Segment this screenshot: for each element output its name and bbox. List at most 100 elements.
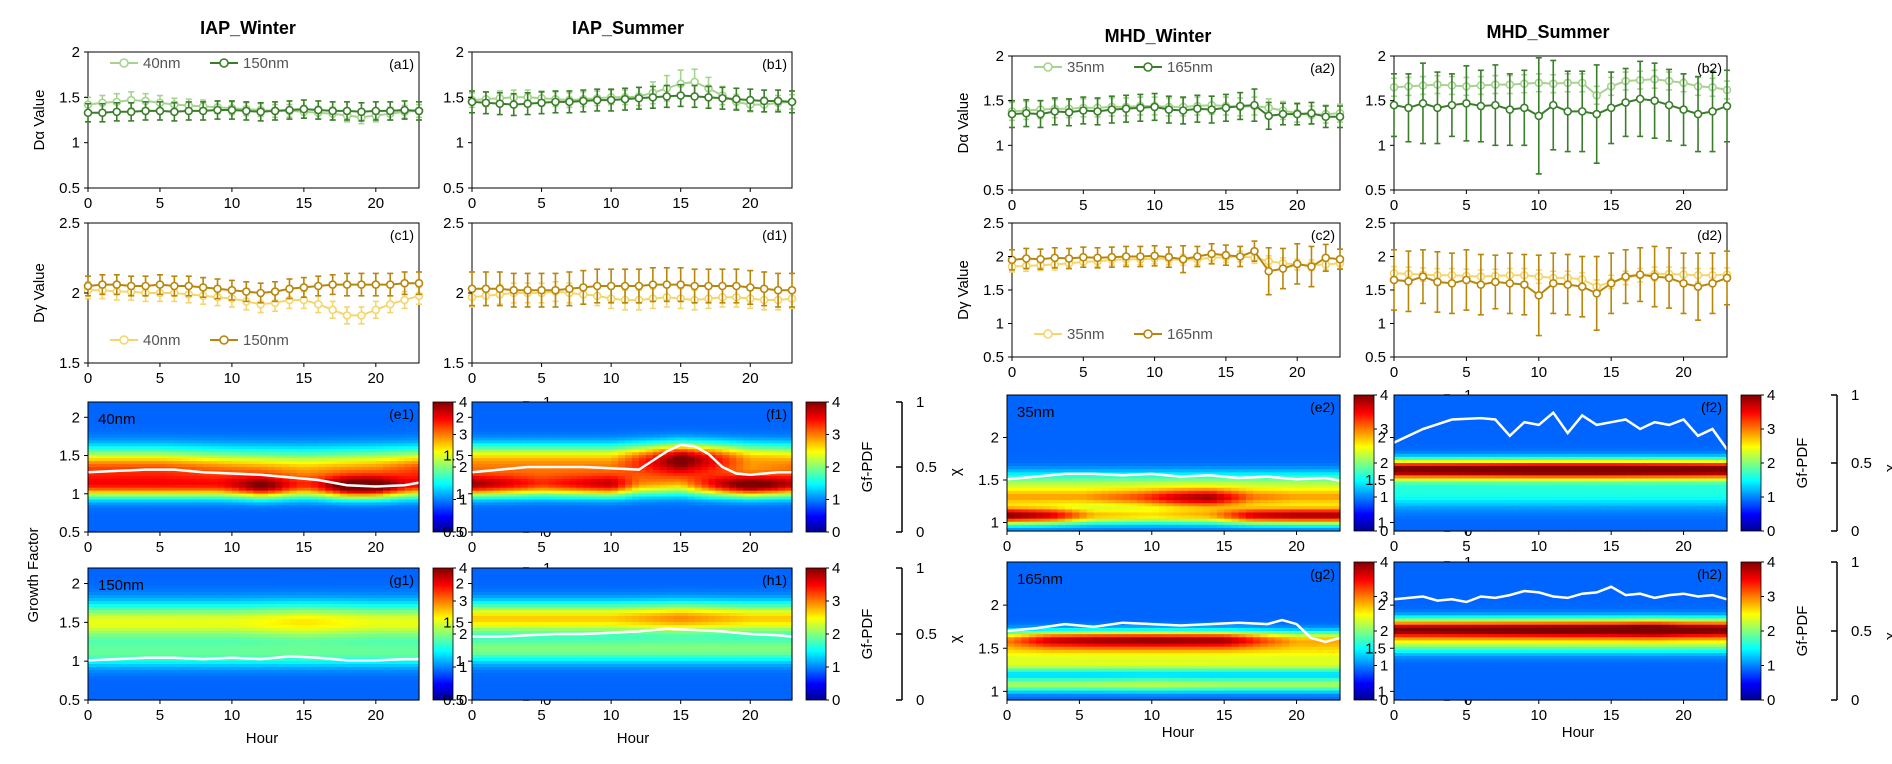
heatmap-cell <box>361 431 370 436</box>
heatmap-cell <box>354 452 363 456</box>
heatmap-cell <box>478 419 487 424</box>
heatmap-cell <box>390 502 399 506</box>
heatmap-cell <box>562 496 570 501</box>
heatmap-cell <box>102 452 111 456</box>
colorbar-tick-label: 0 <box>459 524 467 541</box>
heatmap-cell <box>485 496 494 501</box>
data-point <box>1050 253 1060 263</box>
heatmap-cell <box>534 502 543 506</box>
heatmap-cell <box>562 487 570 492</box>
heatmap-cell <box>246 464 255 468</box>
heatmap-cell <box>576 416 584 421</box>
heatmap-cell <box>576 475 584 480</box>
heatmap-cell <box>188 416 197 421</box>
heatmap-cell <box>562 440 570 444</box>
heatmap-cell <box>645 493 654 498</box>
heatmap-cell <box>397 446 406 450</box>
heatmap-cell <box>513 440 522 444</box>
heatmap-cell <box>472 508 480 512</box>
heatmap-cell <box>548 407 557 412</box>
heatmap-cell <box>569 502 577 506</box>
data-point <box>1563 280 1573 289</box>
heatmap-cell <box>239 475 247 480</box>
heatmap-cell <box>109 517 118 521</box>
y-tick-label: 2 <box>456 44 464 61</box>
heatmap-cell <box>576 523 584 527</box>
heatmap-cell <box>604 461 612 465</box>
heatmap-cell <box>513 496 522 501</box>
heatmap-cell <box>332 455 341 459</box>
heatmap-cell <box>347 502 355 506</box>
heatmap-cell <box>569 517 577 521</box>
heatmap-cell <box>145 422 154 427</box>
heatmap-cell <box>289 520 298 524</box>
heatmap-cell <box>167 529 175 533</box>
heatmap-cell <box>569 505 577 509</box>
heatmap-cell <box>541 472 550 477</box>
heatmap-cell <box>397 499 406 504</box>
heatmap-cell <box>188 481 197 486</box>
heatmap-cell <box>472 511 480 515</box>
heatmap-cell <box>174 511 183 515</box>
heatmap-cell <box>397 529 406 533</box>
heatmap-cell <box>361 437 370 441</box>
heatmap-cell <box>569 434 577 439</box>
heatmap-cell <box>267 520 276 524</box>
heatmap-cell <box>253 505 262 509</box>
heatmap-cell <box>354 481 363 486</box>
heatmap-cell <box>339 478 348 483</box>
heatmap-cell <box>152 472 161 477</box>
heatmap-cell <box>260 508 269 512</box>
data-point <box>1007 255 1017 265</box>
heatmap-cell <box>152 469 161 474</box>
heatmap-cell <box>513 461 522 465</box>
heatmap-cell <box>188 478 197 483</box>
heatmap-cell <box>203 487 211 492</box>
heatmap-cell <box>318 464 327 468</box>
heatmap-cell <box>583 422 591 427</box>
heatmap-cell <box>383 499 391 504</box>
heatmap-cell <box>499 523 508 527</box>
heatmap-cell <box>645 422 654 427</box>
data-point <box>1404 276 1413 286</box>
heatmap-cell <box>645 452 654 456</box>
heatmap-cell <box>296 458 305 462</box>
heatmap-cell <box>282 526 291 530</box>
heatmap-cell <box>361 481 370 486</box>
heatmap-cell <box>260 529 269 533</box>
heatmap-cell <box>576 458 584 462</box>
heatmap-cell <box>397 419 406 424</box>
heatmap-cell <box>534 469 543 474</box>
heatmap-cell <box>224 484 233 489</box>
heatmap-cell <box>260 434 269 439</box>
heatmap-cell <box>109 487 118 492</box>
heatmap-cell <box>195 437 204 441</box>
heatmap-cell <box>583 413 591 418</box>
heatmap-cell <box>527 431 536 436</box>
heatmap-cell <box>152 446 161 450</box>
heatmap-cell <box>303 496 312 501</box>
heatmap-cell <box>604 493 612 498</box>
heatmap-cell <box>548 508 557 512</box>
heatmap-cell <box>303 425 312 430</box>
heatmap-cell <box>253 413 262 418</box>
heatmap-cell <box>195 464 204 468</box>
heatmap-cell <box>604 419 612 424</box>
y-tick-label: 0.5 <box>443 180 464 197</box>
heatmap-cell <box>638 526 647 530</box>
heatmap-cell <box>597 478 605 483</box>
heatmap-cell <box>562 425 570 430</box>
heatmap-cell <box>325 446 334 450</box>
heatmap-cell <box>499 493 508 498</box>
heatmap-cell <box>638 440 647 444</box>
heatmap-cell <box>138 410 147 415</box>
heatmap-cell <box>625 461 633 465</box>
heatmap-cell <box>167 419 175 424</box>
heatmap-cell <box>217 481 226 486</box>
heatmap-cell <box>611 469 619 474</box>
heatmap-cell <box>167 413 175 418</box>
heatmap-cell <box>159 505 168 509</box>
heatmap-cell <box>174 425 183 430</box>
heatmap-cell <box>411 428 420 433</box>
heatmap-cell <box>361 490 370 495</box>
